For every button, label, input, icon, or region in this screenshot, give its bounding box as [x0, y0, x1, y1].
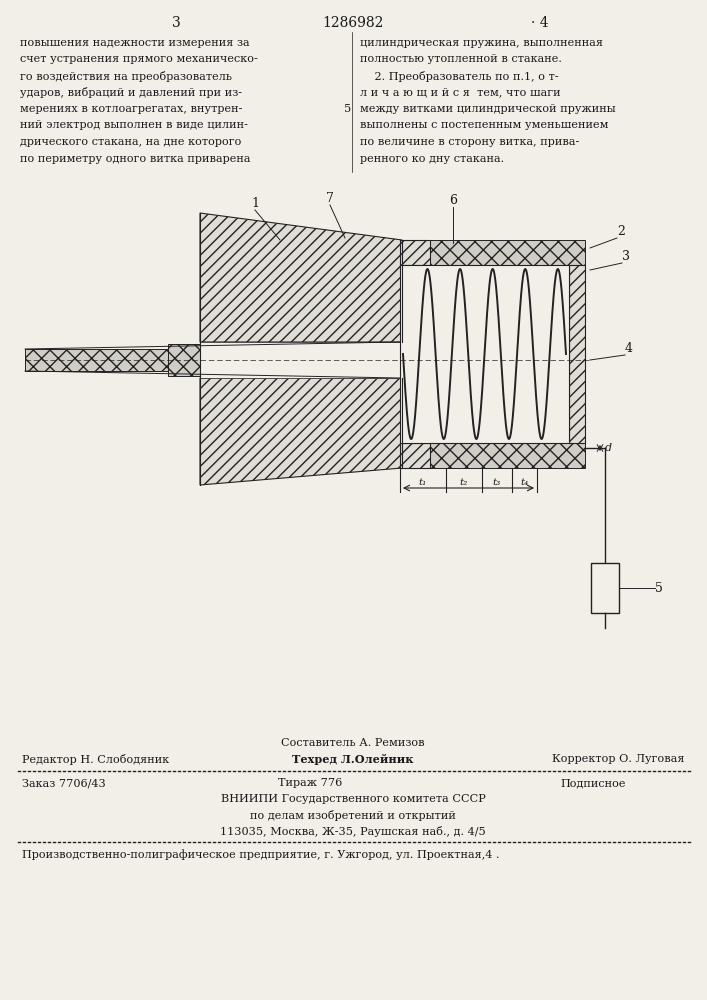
Polygon shape	[400, 443, 430, 468]
Text: t₂: t₂	[460, 478, 468, 487]
Text: л и ч а ю щ и й с я  тем, что шаги: л и ч а ю щ и й с я тем, что шаги	[360, 88, 561, 98]
Text: дрического стакана, на дне которого: дрического стакана, на дне которого	[20, 137, 241, 147]
Text: ударов, вибраций и давлений при из-: ударов, вибраций и давлений при из-	[20, 88, 242, 99]
Text: выполнены с постепенным уменьшением: выполнены с постепенным уменьшением	[360, 120, 609, 130]
Text: 113035, Москва, Ж-35, Раушская наб., д. 4/5: 113035, Москва, Ж-35, Раушская наб., д. …	[220, 826, 486, 837]
Polygon shape	[200, 378, 402, 485]
Polygon shape	[400, 265, 569, 443]
Text: t₃: t₃	[493, 478, 501, 487]
Text: Техред Л.Олейник: Техред Л.Олейник	[292, 754, 414, 765]
Text: 5: 5	[344, 104, 351, 114]
Text: по периметру одного витка приварена: по периметру одного витка приварена	[20, 153, 250, 163]
Bar	[591, 563, 619, 613]
Text: Тираж 776: Тираж 776	[278, 778, 342, 788]
Text: 7: 7	[326, 192, 334, 205]
Text: ренного ко дну стакана.: ренного ко дну стакана.	[360, 153, 504, 163]
Polygon shape	[200, 213, 402, 342]
Text: d: d	[605, 443, 612, 453]
Text: ний электрод выполнен в виде цилин-: ний электрод выполнен в виде цилин-	[20, 120, 248, 130]
Text: t₁: t₁	[419, 478, 427, 487]
Text: го воздействия на преобразователь: го воздействия на преобразователь	[20, 71, 232, 82]
Text: · 4: · 4	[531, 16, 549, 30]
Polygon shape	[400, 443, 585, 468]
Polygon shape	[400, 240, 585, 265]
Text: 3: 3	[622, 250, 630, 263]
Text: 1286982: 1286982	[322, 16, 384, 30]
Text: мерениях в котлоагрегатах, внутрен-: мерениях в котлоагрегатах, внутрен-	[20, 104, 243, 114]
Polygon shape	[25, 349, 168, 371]
Text: 2. Преобразователь по п.1, о т-: 2. Преобразователь по п.1, о т-	[360, 71, 559, 82]
Text: t₄: t₄	[520, 478, 529, 487]
Polygon shape	[168, 344, 200, 376]
Text: 6: 6	[449, 194, 457, 207]
Text: Корректор О. Луговая: Корректор О. Луговая	[552, 754, 685, 764]
Polygon shape	[400, 240, 430, 265]
Text: Производственно-полиграфическое предприятие, г. Ужгород, ул. Проектная,4 .: Производственно-полиграфическое предприя…	[22, 849, 500, 860]
Text: полностью утопленной в стакане.: полностью утопленной в стакане.	[360, 54, 562, 64]
Text: Редактор Н. Слободяник: Редактор Н. Слободяник	[22, 754, 169, 765]
Text: 3: 3	[172, 16, 180, 30]
Text: счет устранения прямого механическо-: счет устранения прямого механическо-	[20, 54, 258, 64]
Text: Подписное: Подписное	[560, 778, 626, 788]
Text: по делам изобретений и открытий: по делам изобретений и открытий	[250, 810, 456, 821]
Text: по величине в сторону витка, прива-: по величине в сторону витка, прива-	[360, 137, 579, 147]
Text: между витками цилиндрической пружины: между витками цилиндрической пружины	[360, 104, 616, 114]
Text: 2: 2	[617, 225, 625, 238]
Polygon shape	[200, 342, 402, 378]
Text: ВНИИПИ Государственного комитета СССР: ВНИИПИ Государственного комитета СССР	[221, 794, 486, 804]
Text: Составитель А. Ремизов: Составитель А. Ремизов	[281, 738, 425, 748]
Text: Заказ 7706/43: Заказ 7706/43	[22, 778, 106, 788]
Text: повышения надежности измерения за: повышения надежности измерения за	[20, 38, 250, 48]
Text: 4: 4	[625, 342, 633, 355]
Polygon shape	[569, 265, 585, 443]
Text: цилиндрическая пружина, выполненная: цилиндрическая пружина, выполненная	[360, 38, 603, 48]
Text: 5: 5	[655, 582, 663, 594]
Text: 1: 1	[251, 197, 259, 210]
